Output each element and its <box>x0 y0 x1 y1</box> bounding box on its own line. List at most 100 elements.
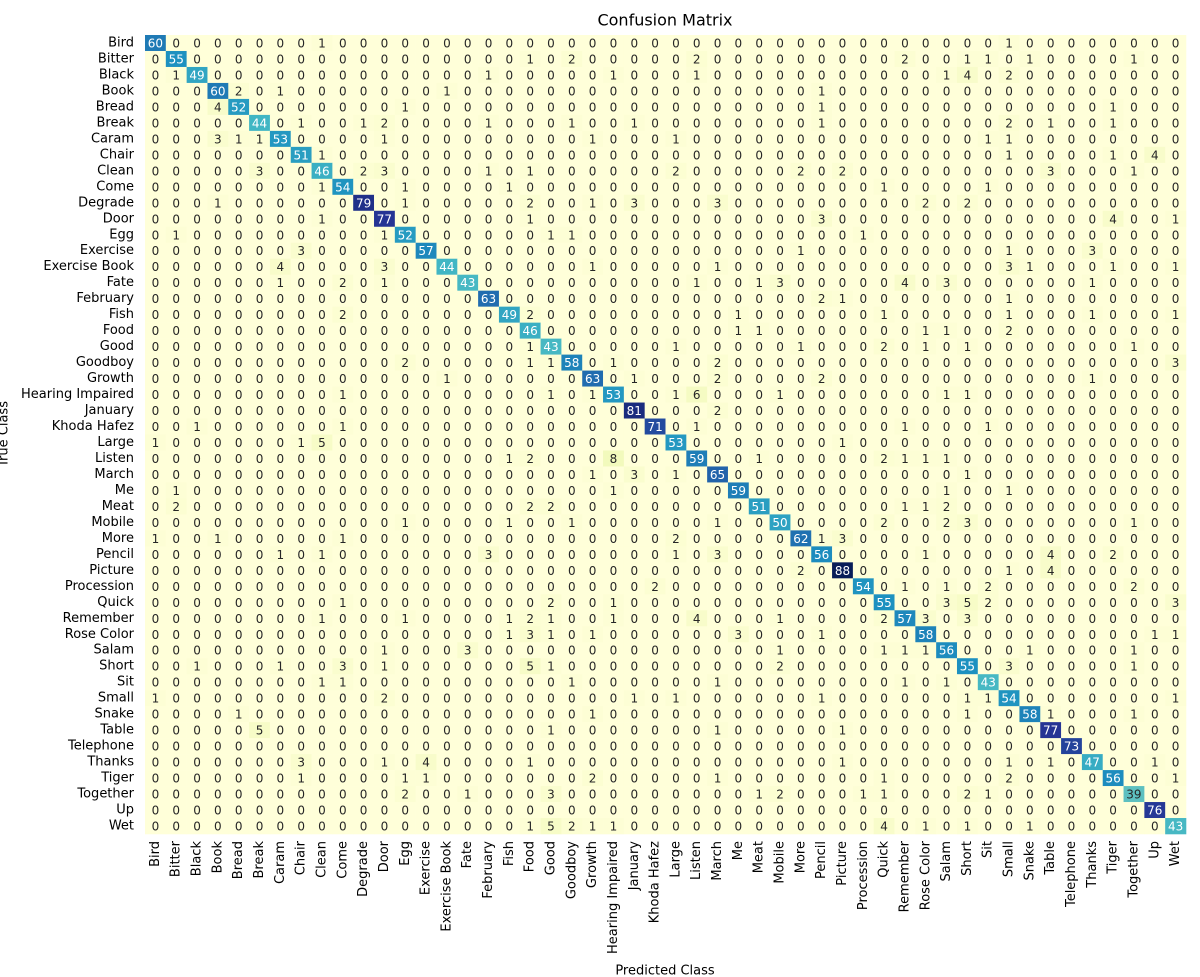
cell-label: 0 <box>818 484 826 498</box>
cell-label: 0 <box>839 468 847 482</box>
cell-label: 0 <box>880 276 888 290</box>
cell-label: 0 <box>297 628 305 642</box>
cell-label: 0 <box>818 708 826 722</box>
cell <box>415 162 437 180</box>
cell-label: 0 <box>401 756 409 770</box>
cell-label: 0 <box>1005 612 1013 626</box>
cell-label: 0 <box>1026 292 1034 306</box>
cell <box>1102 35 1124 52</box>
cell <box>1165 146 1187 164</box>
cell-label: 0 <box>839 116 847 130</box>
cell-label: 0 <box>714 532 722 546</box>
cell-label: 0 <box>651 324 659 338</box>
cell-label: 0 <box>922 676 930 690</box>
cell-label: 0 <box>547 676 555 690</box>
cell-label: 0 <box>943 292 951 306</box>
cell-label: 0 <box>235 532 243 546</box>
cell-label: 0 <box>464 404 472 418</box>
cell-label: 0 <box>714 100 722 114</box>
cell-label: 0 <box>901 596 909 610</box>
cell-label: 0 <box>922 532 930 546</box>
cell-label: 0 <box>1026 212 1034 226</box>
cell-label: 0 <box>1130 244 1138 258</box>
cell-label: 0 <box>776 756 784 770</box>
cell-label: 0 <box>360 660 368 674</box>
cell-label: 1 <box>1172 772 1180 786</box>
cell-label: 0 <box>1172 500 1180 514</box>
cell-label: 0 <box>797 516 805 530</box>
cell <box>457 114 479 132</box>
cell-label: 0 <box>610 644 618 658</box>
cell <box>998 50 1020 68</box>
cell-label: 0 <box>714 436 722 450</box>
cell-label: 0 <box>839 36 847 50</box>
cell-label: 0 <box>568 308 576 322</box>
cell-label: 0 <box>1151 260 1159 274</box>
cell-label: 0 <box>735 228 743 242</box>
cell-label: 0 <box>776 692 784 706</box>
cell <box>1144 66 1166 84</box>
cell-label: 0 <box>235 180 243 194</box>
cell <box>249 162 271 180</box>
cell-label: 0 <box>464 724 472 738</box>
cell-label: 0 <box>651 740 659 754</box>
cell-label: 0 <box>152 164 160 178</box>
cell <box>1019 50 1041 68</box>
cell-label: 0 <box>672 116 680 130</box>
cell <box>1165 35 1187 52</box>
cell-label: 0 <box>1151 84 1159 98</box>
cell-label: 0 <box>984 68 992 82</box>
cell-label: 0 <box>277 324 285 338</box>
cell-label: 1 <box>1172 308 1180 322</box>
cell <box>519 114 541 132</box>
cell-label: 0 <box>1172 612 1180 626</box>
cell-label: 0 <box>360 532 368 546</box>
cell-label: 0 <box>1005 596 1013 610</box>
cell <box>249 114 271 132</box>
cell-label: 0 <box>797 132 805 146</box>
cell-label: 0 <box>339 84 347 98</box>
cell-label: 0 <box>859 100 867 114</box>
cell-label: 0 <box>922 116 930 130</box>
cell <box>1165 98 1187 116</box>
cell-label: 1 <box>464 788 472 802</box>
cell-label: 0 <box>464 388 472 402</box>
cell-label: 0 <box>651 212 659 226</box>
cell-label: 0 <box>172 532 180 546</box>
cell-label: 0 <box>1151 724 1159 738</box>
cell-label: 0 <box>776 292 784 306</box>
cell-label: 0 <box>818 644 826 658</box>
cell-label: 0 <box>443 724 451 738</box>
cell-label: 0 <box>360 772 368 786</box>
cell-label: 3 <box>1172 356 1180 370</box>
cell-label: 4 <box>1047 548 1055 562</box>
cell <box>269 98 292 116</box>
cell-label: 0 <box>1088 196 1096 210</box>
cell-label: 0 <box>360 724 368 738</box>
cell-label: 0 <box>277 228 285 242</box>
cell-label: 1 <box>547 356 555 370</box>
cell-label: 1 <box>506 452 514 466</box>
cell-label: 2 <box>776 660 784 674</box>
cell-label: 0 <box>318 756 326 770</box>
cell <box>644 50 666 68</box>
cell-label: 0 <box>547 84 555 98</box>
cell-label: 1 <box>214 196 222 210</box>
cell-label: 0 <box>172 372 180 386</box>
cell-label: 0 <box>1047 484 1055 498</box>
cell <box>478 98 500 116</box>
cell-label: 0 <box>880 532 888 546</box>
cell-label: 0 <box>1088 68 1096 82</box>
cell-label: 0 <box>880 292 888 306</box>
cell-label: 1 <box>735 308 743 322</box>
cell <box>665 114 687 132</box>
cell-label: 2 <box>235 84 243 98</box>
cell <box>603 98 625 116</box>
cell-label: 0 <box>714 660 722 674</box>
cell-label: 0 <box>672 484 680 498</box>
cell-label: 0 <box>297 276 305 290</box>
cell-label: 0 <box>735 132 743 146</box>
cell <box>832 98 854 116</box>
cell-label: 0 <box>443 660 451 674</box>
cell-label: 0 <box>922 660 930 674</box>
